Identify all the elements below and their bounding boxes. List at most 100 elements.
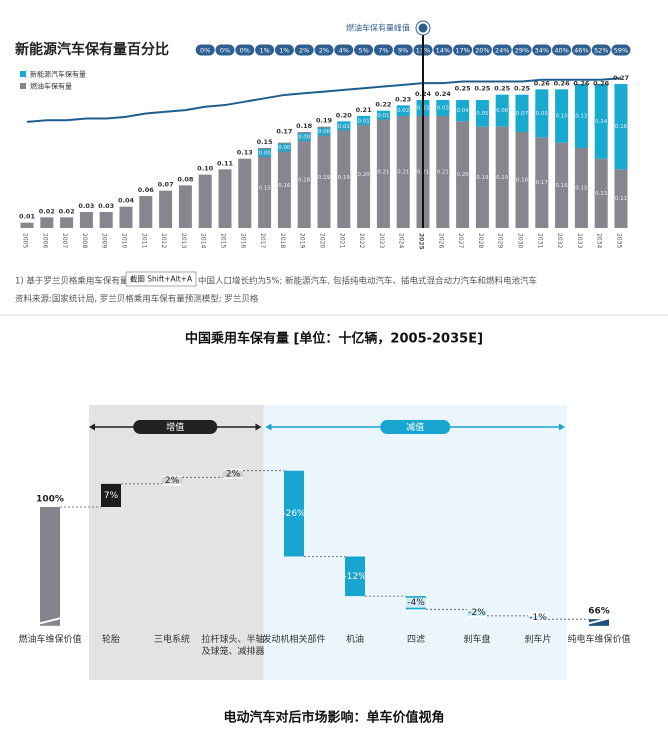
value-label: -4% (407, 598, 425, 608)
label-box (515, 109, 529, 118)
x-label-box: 拉杆球头、半轴及球笼、减排器 (201, 635, 264, 657)
total-label: 0.04 (118, 197, 135, 205)
segment-label: 0.21 (397, 170, 409, 176)
group-pill (133, 420, 218, 434)
value-label: -2% (468, 608, 486, 618)
share-pill (512, 44, 532, 56)
x-tick-label: 2017 (259, 233, 266, 248)
bar-segment (119, 206, 133, 228)
label-box (317, 127, 331, 136)
label-box (357, 170, 371, 179)
x-tick-label: 机油 (345, 635, 364, 645)
bar (589, 619, 609, 626)
segment-label: 0.15 (258, 186, 271, 192)
share-pill (532, 44, 552, 56)
share-label: 1% (259, 47, 269, 55)
label-box (436, 104, 450, 112)
x-tick-label: 2035 (616, 233, 623, 248)
share-label: 59% (614, 47, 628, 55)
label-box (535, 109, 549, 118)
x-tick-label: 2032 (556, 233, 563, 248)
segment-label: 0.20 (456, 172, 469, 178)
legend-label: 新能源汽车保有量 (30, 70, 86, 79)
bar (40, 507, 60, 626)
label-box (223, 469, 243, 479)
x-tick-label: 刹车盘 (463, 635, 491, 645)
segment-label: 0.12 (575, 114, 587, 120)
bar (345, 556, 365, 597)
label-box (456, 170, 470, 179)
x-tick-label: 2014 (200, 233, 207, 248)
total-label: 0.25 (514, 85, 531, 93)
x-label-box: 纯电车维保价值 (567, 635, 631, 645)
annotation-dot (418, 23, 428, 33)
share-label: 0% (240, 47, 250, 55)
total-label: 0.01 (19, 213, 36, 221)
label-box (495, 173, 509, 182)
value-label: -1% (529, 613, 547, 623)
bar-segment (99, 212, 113, 228)
x-tick-label: 刹车片 (524, 635, 552, 645)
legend-label: 燃油车保有量 (30, 82, 72, 91)
share-label: 7% (378, 47, 388, 55)
bar-segment (40, 217, 54, 228)
segment-label: 0.04 (456, 108, 469, 114)
label-box (162, 475, 182, 486)
share-label: 34% (535, 47, 549, 55)
bar-segment (60, 217, 74, 228)
segment-label: 0.02 (397, 108, 409, 114)
label-box (555, 181, 569, 190)
segment-label: 0.21 (437, 170, 449, 176)
x-tick-label: 2013 (180, 233, 187, 248)
value-label: 2% (165, 476, 180, 486)
label-box (475, 173, 489, 182)
label-box (277, 181, 291, 190)
share-label: 4% (339, 47, 349, 55)
label-box (467, 607, 487, 618)
share-pill (255, 44, 275, 56)
chart-title: 新能源汽车保有量百分比 (15, 41, 169, 58)
segment-label: 0.01 (338, 124, 350, 130)
bar-segment (20, 222, 34, 228)
segment-label: 0.01 (377, 113, 389, 119)
panel (263, 405, 567, 680)
share-pill (492, 44, 512, 56)
bar-segment (139, 196, 153, 228)
footnote: 1) 基于罗兰贝格乘用车保有量 (15, 276, 129, 287)
total-label: 0.19 (316, 117, 333, 125)
segment-label: 0.18 (516, 178, 529, 184)
bar-segment (238, 158, 252, 228)
x-tick-label: 2009 (101, 233, 108, 248)
x-tick-label: 纯电车维保价值 (567, 635, 631, 645)
value-label: 2% (226, 470, 241, 480)
value-label: 7% (104, 491, 119, 501)
label-box (436, 168, 450, 176)
segment-label: 0.18 (298, 178, 311, 184)
label-box (396, 106, 410, 115)
x-tick-label: 2022 (358, 233, 365, 248)
x-tick-label: 2031 (536, 233, 543, 248)
total-label: 0.13 (237, 149, 253, 157)
group-label: 减值 (406, 421, 424, 433)
total-label: 0.06 (138, 186, 155, 194)
share-pill (453, 44, 473, 56)
label-box (594, 117, 608, 126)
total-label: 0.25 (455, 85, 472, 93)
x-tick-label: 2025 (418, 233, 425, 250)
x-label-box: 发动机相关部件 (262, 635, 325, 645)
segment-label: 0.11 (615, 196, 627, 202)
legend-swatch (20, 83, 26, 89)
segment-label: 0.00 (278, 145, 291, 151)
share-label: 40% (554, 47, 568, 55)
bar-segment (79, 212, 93, 228)
share-label: 20% (475, 47, 489, 55)
axis-break (586, 616, 612, 625)
label-box (337, 173, 351, 182)
trend-line (26, 77, 622, 123)
x-label-box: 机油 (345, 635, 364, 645)
group-label: 增值 (166, 421, 184, 433)
label-box (297, 133, 311, 141)
group-pill (380, 420, 451, 434)
segment-label: 0.19 (496, 175, 509, 181)
